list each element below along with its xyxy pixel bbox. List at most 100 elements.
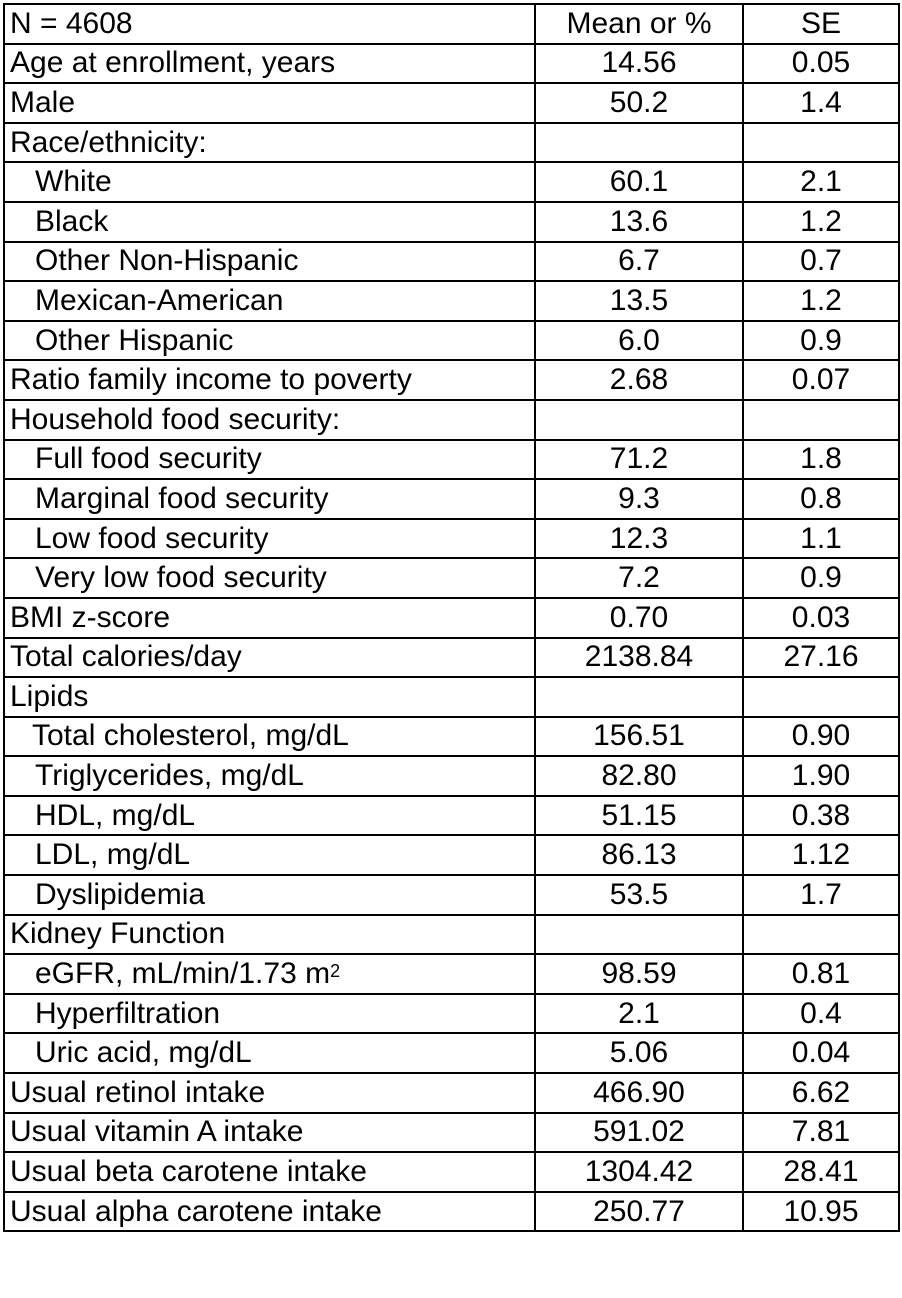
header-row: N = 4608 Mean or % SE: [3, 3, 900, 45]
table-row: Lipids: [3, 676, 900, 718]
table-row: Uric acid, mg/dL 5.06 0.04: [3, 1032, 900, 1075]
row-label-cell: Male: [3, 82, 536, 124]
row-label-cell: Uric acid, mg/dL: [3, 1032, 536, 1075]
row-se-cell: [742, 913, 900, 956]
table-row: Marginal food security 9.3 0.8: [3, 478, 900, 520]
row-label: Race/ethnicity:: [10, 125, 207, 159]
row-mean-cell: 156.51: [534, 715, 744, 758]
row-mean-cell: 82.80: [534, 755, 744, 797]
row-label-cell: LDL, mg/dL: [3, 834, 536, 877]
table-row: eGFR, mL/min/1.73 m2 98.59 0.81: [3, 953, 900, 995]
table-row: LDL, mg/dL 86.13 1.12: [3, 834, 900, 877]
table-row: Other Hispanic 6.0 0.9: [3, 319, 900, 362]
row-label: Uric acid, mg/dL: [35, 1036, 252, 1070]
row-se-cell: 1.2: [742, 280, 900, 322]
row-label: LDL, mg/dL: [35, 838, 191, 872]
table-row: Total calories/day 2138.84 27.16: [3, 636, 900, 679]
row-mean-cell: 6.7: [534, 240, 744, 283]
table-row: Household food security:: [3, 398, 900, 441]
table-row: Full food security 71.2 1.8: [3, 438, 900, 481]
row-label-cell: Full food security: [3, 438, 536, 481]
row-label-cell: Low food security: [3, 517, 536, 560]
row-label-cell: Household food security:: [3, 398, 536, 441]
row-se-cell: 2.1: [742, 161, 900, 203]
row-se-cell: 1.8: [742, 438, 900, 481]
row-label-cell: Marginal food security: [3, 478, 536, 520]
row-label: Other Non-Hispanic: [35, 244, 299, 278]
row-label: Household food security:: [10, 402, 341, 436]
row-label-cell: Total calories/day: [3, 636, 536, 679]
row-mean-cell: 53.5: [534, 874, 744, 916]
row-label-cell: Mexican-American: [3, 280, 536, 322]
row-mean-cell: [534, 121, 744, 164]
table-row: HDL, mg/dL 51.15 0.38: [3, 794, 900, 837]
row-label: Usual alpha carotene intake: [10, 1194, 382, 1228]
table-row: Black 13.6 1.2: [3, 200, 900, 243]
row-mean-cell: 591.02: [534, 1111, 744, 1154]
row-se-cell: 0.9: [742, 319, 900, 362]
row-se-cell: [742, 121, 900, 164]
row-label-cell: Usual alpha carotene intake: [3, 1190, 536, 1233]
row-mean-cell: 13.6: [534, 200, 744, 243]
row-se-cell: 0.8: [742, 478, 900, 520]
row-mean-cell: 466.90: [534, 1072, 744, 1114]
row-label: Triglycerides, mg/dL: [35, 759, 304, 793]
row-se-cell: 0.4: [742, 992, 900, 1035]
row-label: Black: [35, 204, 109, 238]
row-mean-cell: [534, 913, 744, 956]
row-label-cell: White: [3, 161, 536, 203]
header-se-cell: SE: [742, 3, 900, 45]
table-row: Dyslipidemia 53.5 1.7: [3, 874, 900, 916]
row-label: Age at enrollment, years: [10, 46, 336, 80]
row-mean-cell: 60.1: [534, 161, 744, 203]
row-mean-cell: 6.0: [534, 319, 744, 362]
table-body: N = 4608 Mean or % SE Age at enrollment,…: [3, 3, 900, 1233]
row-mean-cell: 86.13: [534, 834, 744, 877]
row-label-cell: BMI z-score: [3, 596, 536, 639]
row-label: Male: [10, 85, 76, 119]
row-mean-cell: 9.3: [534, 478, 744, 520]
row-se-cell: 10.95: [742, 1190, 900, 1233]
header-mean-cell: Mean or %: [534, 3, 744, 45]
row-label-cell: eGFR, mL/min/1.73 m2: [3, 953, 536, 995]
descriptive-statistics-table: N = 4608 Mean or % SE Age at enrollment,…: [3, 3, 900, 1233]
table-row: Ratio family income to poverty 2.68 0.07: [3, 359, 900, 401]
row-label: Dyslipidemia: [35, 877, 206, 911]
row-se-cell: 0.7: [742, 240, 900, 283]
table-row: Usual vitamin A intake 591.02 7.81: [3, 1111, 900, 1154]
row-se-cell: [742, 676, 900, 718]
row-se-cell: [742, 398, 900, 441]
row-label: eGFR, mL/min/1.73 m: [35, 957, 331, 991]
row-mean-cell: 51.15: [534, 794, 744, 837]
row-label-cell: Total cholesterol, mg/dL: [3, 715, 536, 758]
row-se-cell: 1.4: [742, 82, 900, 124]
row-mean-cell: 2138.84: [534, 636, 744, 679]
row-se-cell: 0.07: [742, 359, 900, 401]
table-row: Male 50.2 1.4: [3, 82, 900, 124]
row-label: White: [35, 165, 112, 199]
row-label: Usual vitamin A intake: [10, 1115, 304, 1149]
table-row: Kidney Function: [3, 913, 900, 956]
row-mean-cell: 1304.42: [534, 1151, 744, 1193]
row-se-cell: 0.90: [742, 715, 900, 758]
row-label: Total cholesterol, mg/dL: [32, 719, 349, 753]
row-mean-cell: 7.2: [534, 557, 744, 599]
row-label-cell: Other Non-Hispanic: [3, 240, 536, 283]
row-mean-cell: 14.56: [534, 42, 744, 85]
row-mean-cell: 50.2: [534, 82, 744, 124]
row-label: HDL, mg/dL: [35, 798, 196, 832]
row-mean-cell: 2.1: [534, 992, 744, 1035]
table-row: BMI z-score 0.70 0.03: [3, 596, 900, 639]
row-label: Other Hispanic: [35, 323, 234, 357]
row-mean-cell: 12.3: [534, 517, 744, 560]
row-label: Usual beta carotene intake: [10, 1155, 367, 1189]
table-row: Usual alpha carotene intake 250.77 10.95: [3, 1190, 900, 1233]
row-label: Lipids: [10, 679, 89, 713]
row-label: Total calories/day: [10, 640, 242, 674]
row-mean-cell: 13.5: [534, 280, 744, 322]
table-row: Usual retinol intake 466.90 6.62: [3, 1072, 900, 1114]
row-mean-cell: 5.06: [534, 1032, 744, 1075]
row-se-cell: 1.1: [742, 517, 900, 560]
row-se-cell: 0.9: [742, 557, 900, 599]
row-label: Full food security: [35, 442, 262, 476]
